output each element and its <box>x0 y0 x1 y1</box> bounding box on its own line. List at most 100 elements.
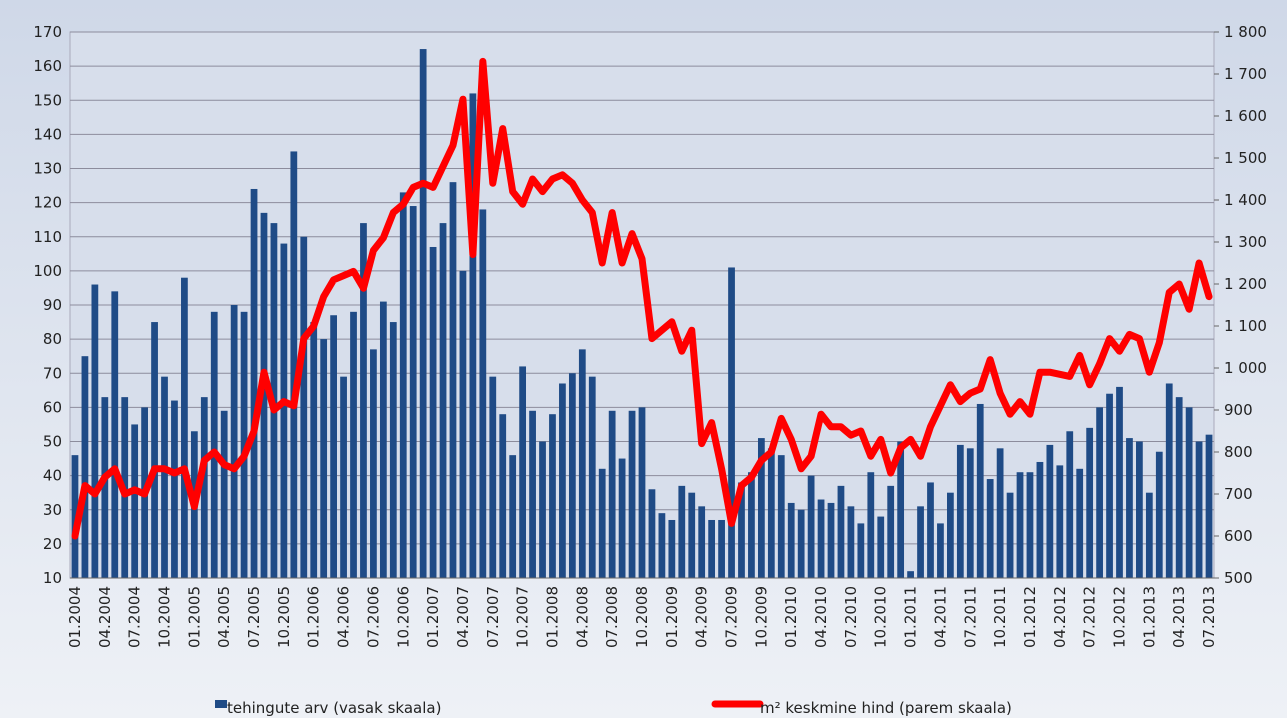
bar <box>638 407 646 578</box>
bar <box>807 475 815 578</box>
bar <box>539 441 546 578</box>
bar <box>897 441 905 578</box>
y2-tick-label: 900 <box>1224 401 1253 419</box>
bar <box>379 301 387 578</box>
y2-tick-label: 1 200 <box>1224 275 1267 293</box>
y-tick-label: 10 <box>43 569 62 587</box>
bar <box>767 448 775 578</box>
y2-tick-label: 500 <box>1224 569 1253 587</box>
x-tick-label: 07.2008 <box>603 586 621 648</box>
bar <box>1165 383 1173 578</box>
bar <box>947 492 954 578</box>
bar <box>1086 427 1094 578</box>
bar <box>927 482 934 578</box>
x-tick-label: 04.2011 <box>931 586 949 648</box>
bar <box>937 523 944 578</box>
bar <box>499 414 507 578</box>
y-tick-label: 110 <box>33 228 62 246</box>
bar <box>310 322 318 578</box>
bar <box>151 322 158 578</box>
bar <box>529 410 536 578</box>
bar <box>1096 407 1103 578</box>
x-tick-label: 10.2007 <box>514 586 532 648</box>
bar <box>1106 393 1113 578</box>
bar <box>1205 434 1213 578</box>
bar <box>668 519 676 578</box>
bar <box>81 356 89 578</box>
bar <box>797 509 805 578</box>
bar <box>618 458 626 578</box>
bar <box>240 311 248 578</box>
bar <box>986 479 994 578</box>
line <box>71 57 1213 540</box>
bar <box>628 410 636 578</box>
y2-tick-label: 1 600 <box>1224 107 1267 125</box>
x-tick-label: 04.2013 <box>1170 586 1188 648</box>
bar <box>290 151 298 578</box>
bar <box>588 376 596 578</box>
bar <box>509 455 517 578</box>
bar <box>956 444 964 578</box>
bar <box>519 366 527 578</box>
bar <box>479 209 487 578</box>
bar <box>389 322 397 578</box>
bar <box>1066 431 1074 578</box>
bar <box>181 277 188 578</box>
bar <box>200 397 208 578</box>
x-tick-label: 10.2005 <box>275 586 293 648</box>
x-tick-label: 04.2012 <box>1051 586 1069 648</box>
bar <box>439 223 447 578</box>
x-tick-label: 01.2004 <box>66 586 84 648</box>
bar <box>598 468 606 578</box>
x-tick-label: 07.2007 <box>484 586 502 648</box>
bar <box>1046 444 1054 578</box>
bar <box>907 571 914 578</box>
x-tick-label: 04.2006 <box>335 586 353 648</box>
y-tick-label: 50 <box>43 433 62 451</box>
x-tick-label: 01.2008 <box>543 586 561 648</box>
bar <box>409 206 417 578</box>
bar <box>1136 441 1143 578</box>
y2-tick-label: 1 800 <box>1224 23 1267 41</box>
x-tick-label: 10.2010 <box>872 586 890 648</box>
bar <box>887 485 895 578</box>
x-tick-label: 07.2012 <box>1081 586 1099 648</box>
bar <box>489 376 497 578</box>
bar <box>1185 407 1193 578</box>
bar <box>608 410 616 578</box>
x-tick-label: 04.2007 <box>454 586 472 648</box>
y-tick-label: 30 <box>43 501 62 519</box>
y2-tick-label: 800 <box>1224 443 1253 461</box>
y2-tick-label: 1 400 <box>1224 191 1267 209</box>
bar <box>757 438 765 578</box>
x-tick-label: 04.2004 <box>96 586 114 648</box>
bar <box>738 482 745 578</box>
bar <box>131 424 139 578</box>
x-tick-label: 04.2005 <box>215 586 233 648</box>
bar <box>1126 438 1133 578</box>
bar <box>867 472 875 578</box>
bar <box>648 489 656 578</box>
x-tick-label: 04.2010 <box>812 586 830 648</box>
bar <box>250 188 258 578</box>
bar <box>1076 468 1084 578</box>
y-tick-label: 60 <box>43 398 62 416</box>
bar <box>708 519 716 578</box>
x-tick-label: 01.2006 <box>305 586 323 648</box>
y-tick-label: 20 <box>43 535 62 553</box>
bar <box>1006 492 1014 578</box>
x-tick-label: 04.2008 <box>573 586 591 648</box>
bar <box>419 49 427 578</box>
x-tick-label: 01.2013 <box>1140 586 1158 648</box>
y-tick-label: 100 <box>33 262 62 280</box>
bar <box>976 403 984 578</box>
bar <box>210 311 218 578</box>
bar <box>1016 472 1024 578</box>
x-tick-label: 01.2009 <box>663 586 681 648</box>
bar <box>280 243 288 578</box>
bar <box>787 502 795 578</box>
x-tick-label: 10.2006 <box>394 586 412 648</box>
x-tick-label: 01.2005 <box>185 586 203 648</box>
y2-tick-label: 1 500 <box>1224 149 1267 167</box>
